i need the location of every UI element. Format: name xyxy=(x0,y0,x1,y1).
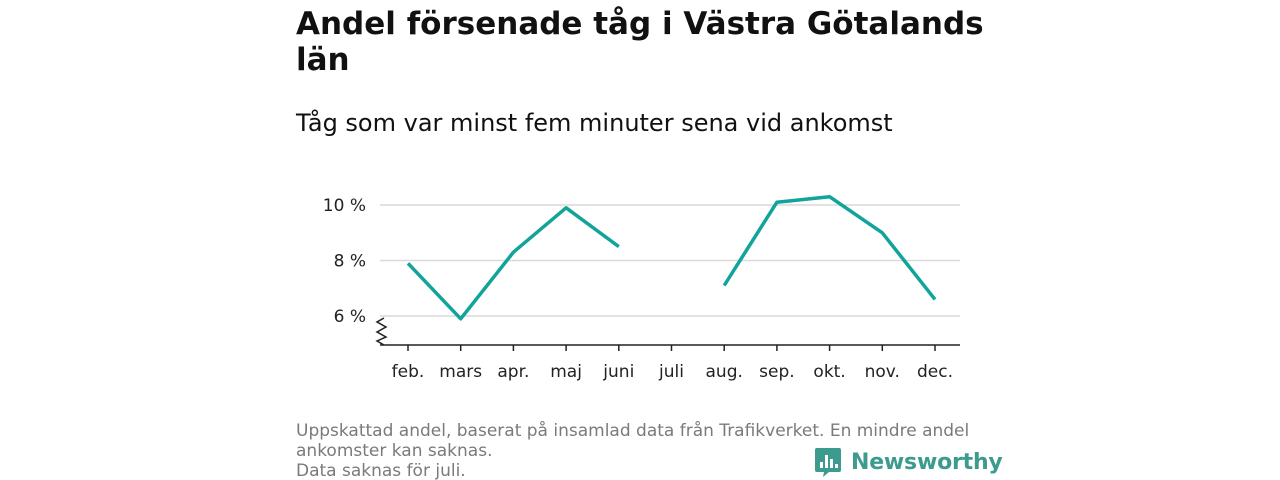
chart-footer: Uppskattad andel, baserat på insamlad da… xyxy=(296,421,986,480)
x-tick-label: dec. xyxy=(917,362,953,382)
y-tick-label: 10 % xyxy=(323,196,366,216)
x-tick-label: mars xyxy=(439,362,482,382)
y-axis-break-marker xyxy=(375,317,388,346)
x-tick-label: juli xyxy=(658,362,684,382)
brand-name: Newsworthy xyxy=(851,449,1003,475)
y-tick-label: 6 % xyxy=(334,307,366,327)
series-line-segment xyxy=(722,194,937,301)
chart-title: Andel försenade tåg i Västra Götalands l… xyxy=(296,6,984,78)
x-tick-label: aug. xyxy=(706,362,743,382)
x-tick-label: nov. xyxy=(865,362,900,382)
footer-missing-data-note: Data saknas för juli. xyxy=(296,461,466,480)
x-tick-label: maj xyxy=(550,362,582,382)
chart-subtitle: Tåg som var minst fem minuter sena vid a… xyxy=(296,109,893,137)
x-tick-label: feb. xyxy=(392,362,425,382)
x-tick-label: sep. xyxy=(759,362,795,382)
y-tick-label: 8 % xyxy=(334,252,366,272)
brand-logo: Newsworthy xyxy=(814,446,1003,478)
x-tick-label: okt. xyxy=(813,362,845,382)
series-line-segment xyxy=(406,206,620,321)
x-tick-label: juni xyxy=(602,362,634,382)
footer-note: Uppskattad andel, baserat på insamlad da… xyxy=(296,421,970,461)
x-tick-label: apr. xyxy=(497,362,529,382)
newsworthy-logo-icon xyxy=(815,448,841,477)
